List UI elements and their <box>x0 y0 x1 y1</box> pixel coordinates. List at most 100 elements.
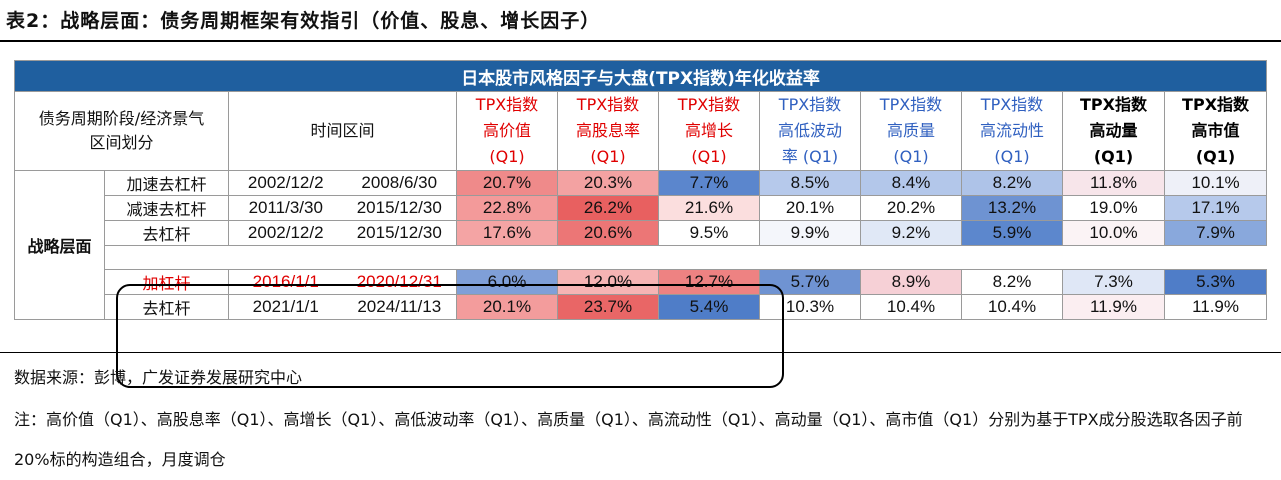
value-cell: 5.9% <box>961 220 1063 246</box>
header-line3: (Q1) <box>994 147 1030 166</box>
value-cell: 10.0% <box>1062 220 1165 246</box>
table-row: 加杠杆 2016/1/1 2020/12/31 6.0% 12.0% 12.7%… <box>15 269 1268 295</box>
value-cell: 8.9% <box>860 269 962 295</box>
value-cell: 8.2% <box>961 269 1063 295</box>
value-cell: 8.4% <box>860 170 962 196</box>
value-cell: 9.5% <box>658 220 760 246</box>
header-factor-dividend: TPX指数 高股息率 (Q1) <box>557 91 659 171</box>
header-line2: 高增长 <box>684 121 733 140</box>
start-date-cell: 2011/3/30 <box>228 195 343 221</box>
value-cell: 23.7% <box>557 294 659 320</box>
value-cell: 20.1% <box>759 195 861 221</box>
header-factor-lowvol: TPX指数 高低波动 率 (Q1) <box>759 91 861 171</box>
end-date-cell: 2020/12/31 <box>342 269 457 295</box>
header-stage: 债务周期阶段/经济景气区间划分 <box>14 91 229 171</box>
header-line2: 高市值 <box>1191 121 1240 140</box>
header-line3: (Q1) <box>691 147 727 166</box>
header-line2: 高低波动 <box>777 121 842 140</box>
header-stage-text: 债务周期阶段/经济景气区间划分 <box>38 109 205 152</box>
header-line1: TPX指数 <box>1182 95 1250 114</box>
stage-cell: 减速去杠杆 <box>104 195 229 221</box>
value-cell: 7.3% <box>1062 269 1165 295</box>
end-date-cell: 2015/12/30 <box>342 220 457 246</box>
end-date-cell: 2008/6/30 <box>342 170 457 196</box>
end-date-cell: 2024/11/13 <box>342 294 457 320</box>
spacer-row <box>15 245 1267 270</box>
header-line2: 高股息率 <box>575 121 640 140</box>
value-cell: 10.1% <box>1163 170 1268 196</box>
table-row: 战略层面 加速去杠杆 2002/12/2 2008/6/30 20.7% 20.… <box>14 170 1268 320</box>
data-table-container: 日本股市风格因子与大盘(TPX指数)年化收益率 债务周期阶段/经济景气区间划分 … <box>13 60 1268 388</box>
value-cell: 8.2% <box>961 170 1063 196</box>
value-cell: 5.7% <box>759 269 861 295</box>
header-factor-value: TPX指数 高价值 (Q1) <box>456 91 558 171</box>
header-line1: TPX指数 <box>677 95 741 114</box>
header-factor-growth: TPX指数 高增长 (Q1) <box>658 91 760 171</box>
value-cell: 20.6% <box>557 220 659 246</box>
header-factor-quality: TPX指数 高质量 (Q1) <box>860 91 962 171</box>
value-cell: 21.6% <box>658 195 760 221</box>
value-cell: 20.1% <box>456 294 558 320</box>
factor-return-table: 日本股市风格因子与大盘(TPX指数)年化收益率 债务周期阶段/经济景气区间划分 … <box>13 60 1268 320</box>
value-cell: 11.8% <box>1062 170 1165 196</box>
start-date-cell: 2002/12/2 <box>228 220 343 246</box>
value-cell: 19.0% <box>1062 195 1165 221</box>
value-cell: 26.2% <box>557 195 659 221</box>
value-cell: 9.2% <box>860 220 962 246</box>
value-cell: 7.7% <box>658 170 760 196</box>
table-row: 去杠杆 2021/1/1 2024/11/13 20.1% 23.7% 5.4%… <box>15 294 1268 320</box>
start-date-cell: 2002/12/2 <box>228 170 343 196</box>
value-cell: 17.6% <box>456 220 558 246</box>
header-period: 时间区间 <box>228 91 457 171</box>
header-factor-size: TPX指数 高市值 (Q1) <box>1163 91 1268 171</box>
value-cell: 9.9% <box>759 220 861 246</box>
start-date-cell: 2021/1/1 <box>228 294 343 320</box>
header-line1: TPX指数 <box>879 95 943 114</box>
header-line1: TPX指数 <box>475 95 539 114</box>
end-date-cell: 2015/12/30 <box>342 195 457 221</box>
header-line1: TPX指数 <box>980 95 1044 114</box>
value-cell: 10.4% <box>860 294 962 320</box>
value-cell: 7.9% <box>1163 220 1268 246</box>
group-label: 战略层面 <box>14 170 105 320</box>
header-line2: 高动量 <box>1089 121 1138 140</box>
header-factor-momentum: TPX指数 高动量 (Q1) <box>1062 91 1165 171</box>
value-cell: 11.9% <box>1062 294 1165 320</box>
header-line2: 高质量 <box>886 121 935 140</box>
table-row: 去杠杆 2002/12/2 2015/12/30 17.6% 20.6% 9.5… <box>15 220 1268 246</box>
start-date-cell: 2016/1/1 <box>228 269 343 295</box>
header-factor-liquidity: TPX指数 高流动性 (Q1) <box>961 91 1063 171</box>
value-cell: 5.3% <box>1163 269 1268 295</box>
header-line3: (Q1) <box>590 147 626 166</box>
header-line1: TPX指数 <box>576 95 640 114</box>
value-cell: 10.4% <box>961 294 1063 320</box>
value-cell: 20.2% <box>860 195 962 221</box>
source-text: 数据来源：彭博，广发证券发展研究中心 <box>14 368 303 387</box>
header-line2: 高价值 <box>482 121 531 140</box>
value-cell: 11.9% <box>1163 294 1268 320</box>
stage-cell: 加杠杆 <box>104 269 229 295</box>
header-line1: TPX指数 <box>1080 95 1147 114</box>
value-cell: 12.0% <box>557 269 659 295</box>
value-cell: 8.5% <box>759 170 861 196</box>
header-line1: TPX指数 <box>778 95 842 114</box>
header-line2: 高流动性 <box>979 121 1044 140</box>
value-cell: 10.3% <box>759 294 861 320</box>
table-row: 减速去杠杆 2011/3/30 2015/12/30 22.8% 26.2% 2… <box>15 195 1268 221</box>
stage-cell: 去杠杆 <box>104 294 229 320</box>
spacer-cell <box>104 245 1267 270</box>
stage-cell: 去杠杆 <box>104 220 229 246</box>
value-cell: 22.8% <box>456 195 558 221</box>
table-title: 表2：战略层面：债务周期框架有效指引（价值、股息、增长因子） <box>6 10 601 32</box>
stage-cell: 加速去杠杆 <box>104 170 229 196</box>
value-cell: 20.3% <box>557 170 659 196</box>
header-line3: (Q1) <box>893 147 929 166</box>
header-line3: (Q1) <box>1195 147 1236 166</box>
bottom-rule <box>0 352 1281 353</box>
value-cell: 5.4% <box>658 294 760 320</box>
value-cell: 20.7% <box>456 170 558 196</box>
header-line3: (Q1) <box>1093 147 1134 166</box>
value-cell: 13.2% <box>961 195 1063 221</box>
top-rule <box>0 40 1281 42</box>
value-cell: 17.1% <box>1163 195 1268 221</box>
